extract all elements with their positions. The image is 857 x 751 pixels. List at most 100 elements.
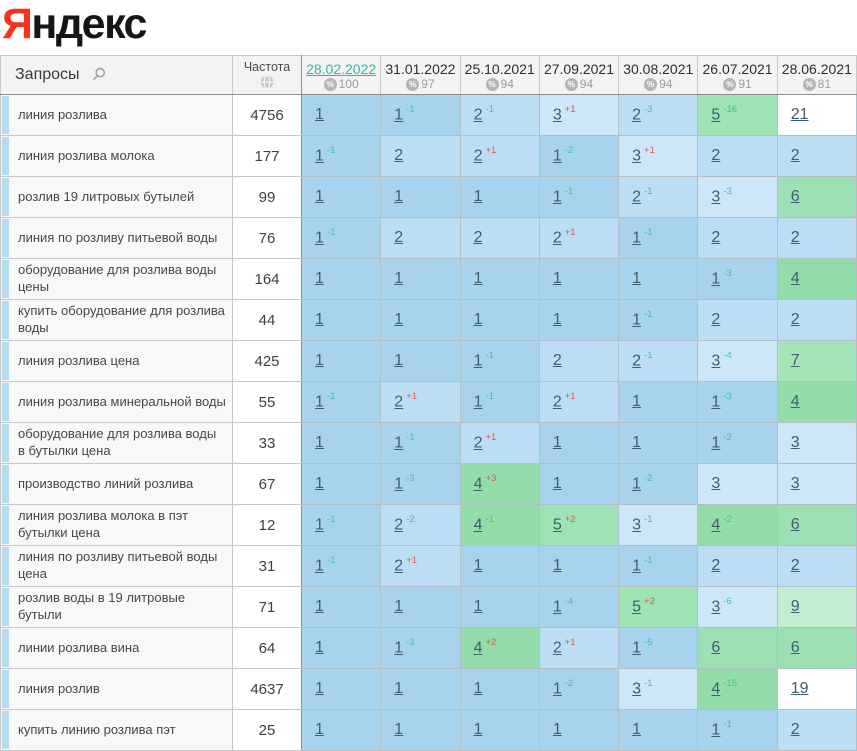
position-link[interactable]: 1 xyxy=(552,557,562,574)
position-link[interactable]: 1 xyxy=(711,270,721,288)
position-link[interactable]: 1 xyxy=(315,229,324,247)
position-link[interactable]: 1 xyxy=(552,147,562,165)
position-link[interactable]: 2 xyxy=(790,557,800,574)
position-link[interactable]: 1 xyxy=(394,311,404,328)
date-link[interactable]: 27.09.2021 xyxy=(543,61,615,77)
position-link[interactable]: 3 xyxy=(790,475,800,492)
position-link[interactable]: 6 xyxy=(711,639,721,656)
position-link[interactable]: 1 xyxy=(632,557,642,575)
position-link[interactable]: 1 xyxy=(473,393,483,411)
position-link[interactable]: 1 xyxy=(315,434,324,451)
position-link[interactable]: 2 xyxy=(473,106,483,124)
position-link[interactable]: 1 xyxy=(315,147,324,165)
position-link[interactable]: 3 xyxy=(711,352,721,370)
position-link[interactable]: 1 xyxy=(632,270,642,287)
position-link[interactable]: 1 xyxy=(315,516,324,534)
position-link[interactable]: 1 xyxy=(473,680,483,697)
position-link[interactable]: 1 xyxy=(552,434,562,451)
position-link[interactable]: 1 xyxy=(632,721,642,738)
position-link[interactable]: 2 xyxy=(552,229,562,247)
position-link[interactable]: 2 xyxy=(552,352,562,369)
position-link[interactable]: 1 xyxy=(315,352,324,369)
position-link[interactable]: 1 xyxy=(394,188,404,205)
position-link[interactable]: 2 xyxy=(632,352,642,370)
position-link[interactable]: 1 xyxy=(315,311,324,328)
position-link[interactable]: 1 xyxy=(473,598,483,615)
position-link[interactable]: 4 xyxy=(473,639,483,657)
search-icon[interactable] xyxy=(92,67,106,81)
position-link[interactable]: 2 xyxy=(473,434,483,452)
position-link[interactable]: 2 xyxy=(632,188,642,206)
date-link[interactable]: 30.08.2021 xyxy=(623,61,694,77)
position-link[interactable]: 2 xyxy=(711,147,721,164)
position-link[interactable]: 1 xyxy=(394,352,404,369)
position-link[interactable]: 1 xyxy=(552,680,562,698)
position-link[interactable]: 1 xyxy=(315,106,324,123)
position-link[interactable]: 1 xyxy=(473,352,483,370)
position-link[interactable]: 1 xyxy=(711,434,721,452)
position-link[interactable]: 1 xyxy=(394,721,404,738)
position-link[interactable]: 2 xyxy=(790,311,800,328)
position-link[interactable]: 1 xyxy=(473,188,483,205)
position-link[interactable]: 2 xyxy=(711,311,721,328)
position-link[interactable]: 2 xyxy=(394,557,404,575)
position-link[interactable]: 2 xyxy=(552,393,562,411)
position-link[interactable]: 2 xyxy=(394,393,404,411)
position-link[interactable]: 21 xyxy=(790,106,809,123)
position-link[interactable]: 3 xyxy=(790,434,800,451)
position-link[interactable]: 3 xyxy=(552,106,562,124)
position-link[interactable]: 1 xyxy=(315,393,324,411)
position-link[interactable]: 1 xyxy=(552,270,562,287)
position-link[interactable]: 1 xyxy=(552,311,562,328)
position-link[interactable]: 1 xyxy=(394,598,404,615)
position-link[interactable]: 1 xyxy=(552,598,562,616)
date-link[interactable]: 28.06.2021 xyxy=(781,61,852,77)
position-link[interactable]: 1 xyxy=(315,270,324,287)
position-link[interactable]: 1 xyxy=(394,475,404,493)
position-link[interactable]: 4 xyxy=(711,680,721,698)
position-link[interactable]: 2 xyxy=(790,721,800,738)
position-link[interactable]: 5 xyxy=(632,598,642,616)
position-link[interactable]: 2 xyxy=(394,147,404,164)
position-link[interactable]: 4 xyxy=(711,516,721,534)
position-link[interactable]: 3 xyxy=(711,475,721,492)
position-link[interactable]: 1 xyxy=(632,639,642,657)
position-link[interactable]: 1 xyxy=(632,393,642,410)
position-link[interactable]: 1 xyxy=(632,229,642,247)
position-link[interactable]: 3 xyxy=(711,188,721,206)
position-link[interactable]: 2 xyxy=(473,229,483,246)
position-link[interactable]: 3 xyxy=(632,147,642,165)
date-link[interactable]: 26.07.2021 xyxy=(702,61,773,77)
position-link[interactable]: 1 xyxy=(315,475,324,492)
position-link[interactable]: 9 xyxy=(790,598,800,615)
position-link[interactable]: 1 xyxy=(632,434,642,451)
position-link[interactable]: 1 xyxy=(315,639,324,656)
position-link[interactable]: 1 xyxy=(632,475,642,493)
position-link[interactable]: 2 xyxy=(632,106,642,124)
position-link[interactable]: 6 xyxy=(790,639,800,656)
position-link[interactable]: 2 xyxy=(711,557,721,574)
position-link[interactable]: 1 xyxy=(711,393,721,411)
position-link[interactable]: 3 xyxy=(632,516,642,534)
position-link[interactable]: 1 xyxy=(394,639,404,657)
position-link[interactable]: 1 xyxy=(315,680,324,697)
position-link[interactable]: 1 xyxy=(473,311,483,328)
position-link[interactable]: 1 xyxy=(473,721,483,738)
position-link[interactable]: 5 xyxy=(552,516,562,534)
position-link[interactable]: 1 xyxy=(394,270,404,287)
position-link[interactable]: 5 xyxy=(711,106,721,124)
position-link[interactable]: 1 xyxy=(473,270,483,287)
position-link[interactable]: 1 xyxy=(394,434,404,452)
date-link[interactable]: 31.01.2022 xyxy=(385,61,456,77)
position-link[interactable]: 2 xyxy=(711,229,721,246)
position-link[interactable]: 3 xyxy=(711,598,721,616)
position-link[interactable]: 4 xyxy=(790,270,800,287)
position-link[interactable]: 1 xyxy=(394,680,404,697)
position-link[interactable]: 1 xyxy=(552,188,562,206)
position-link[interactable]: 1 xyxy=(473,557,483,574)
position-link[interactable]: 19 xyxy=(790,680,809,697)
position-link[interactable]: 7 xyxy=(790,352,800,369)
position-link[interactable]: 2 xyxy=(552,639,562,657)
position-link[interactable]: 1 xyxy=(552,475,562,492)
position-link[interactable]: 2 xyxy=(394,516,404,534)
